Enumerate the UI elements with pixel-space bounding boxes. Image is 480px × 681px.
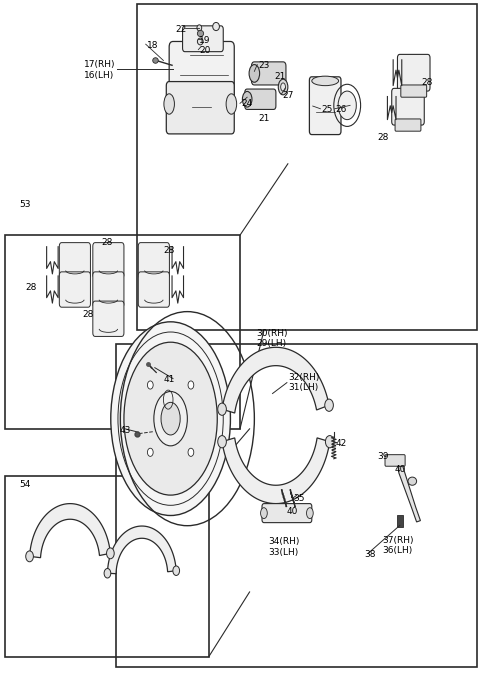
Bar: [116, 344, 477, 667]
Polygon shape: [222, 438, 330, 504]
Text: 53: 53: [19, 200, 30, 209]
Text: 21: 21: [258, 114, 270, 123]
FancyBboxPatch shape: [93, 272, 124, 307]
FancyBboxPatch shape: [93, 301, 124, 336]
Ellipse shape: [26, 551, 34, 562]
Text: 21: 21: [275, 72, 286, 80]
Text: 25: 25: [322, 105, 333, 114]
Ellipse shape: [325, 399, 334, 411]
Text: 28: 28: [163, 247, 175, 255]
Ellipse shape: [188, 448, 194, 456]
Ellipse shape: [218, 436, 227, 448]
Text: 28: 28: [25, 283, 37, 292]
Text: 30(RH)
29(LH): 30(RH) 29(LH): [257, 329, 288, 348]
Bar: [5, 235, 240, 429]
Ellipse shape: [147, 448, 153, 456]
Ellipse shape: [188, 381, 194, 389]
Polygon shape: [222, 347, 329, 413]
Ellipse shape: [173, 566, 180, 575]
Polygon shape: [30, 504, 110, 558]
Bar: [137, 4, 477, 330]
Text: 27: 27: [282, 91, 293, 100]
Ellipse shape: [197, 25, 202, 31]
Text: 42: 42: [336, 439, 347, 448]
Polygon shape: [108, 526, 176, 573]
Ellipse shape: [104, 569, 111, 578]
FancyBboxPatch shape: [182, 26, 223, 52]
Ellipse shape: [147, 381, 153, 389]
FancyBboxPatch shape: [262, 504, 312, 522]
Text: 28: 28: [101, 238, 113, 247]
Text: 32(RH)
31(LH): 32(RH) 31(LH): [288, 373, 319, 392]
FancyBboxPatch shape: [252, 62, 286, 85]
Ellipse shape: [161, 402, 180, 435]
Ellipse shape: [107, 548, 114, 559]
Ellipse shape: [312, 76, 338, 86]
FancyBboxPatch shape: [385, 455, 405, 466]
Text: 40: 40: [287, 507, 298, 516]
Ellipse shape: [408, 477, 417, 486]
Ellipse shape: [111, 322, 230, 516]
Ellipse shape: [242, 91, 252, 107]
Ellipse shape: [226, 94, 237, 114]
Ellipse shape: [154, 392, 187, 446]
Text: 43: 43: [120, 426, 131, 434]
Text: 37(RH)
36(LH): 37(RH) 36(LH): [383, 536, 414, 556]
FancyBboxPatch shape: [166, 82, 234, 134]
FancyBboxPatch shape: [401, 85, 427, 97]
FancyBboxPatch shape: [245, 89, 276, 110]
Text: 22: 22: [175, 25, 187, 34]
FancyBboxPatch shape: [395, 119, 421, 131]
Text: 28: 28: [421, 78, 432, 86]
FancyBboxPatch shape: [310, 77, 341, 135]
Ellipse shape: [261, 507, 267, 518]
Ellipse shape: [164, 94, 174, 114]
FancyBboxPatch shape: [60, 242, 90, 278]
Text: 17(RH)
16(LH): 17(RH) 16(LH): [84, 61, 116, 80]
Text: 28: 28: [82, 310, 94, 319]
Ellipse shape: [325, 436, 334, 448]
FancyBboxPatch shape: [138, 272, 169, 307]
FancyBboxPatch shape: [392, 89, 424, 125]
Text: 34(RH)
33(LH): 34(RH) 33(LH): [269, 537, 300, 557]
Text: 54: 54: [19, 480, 30, 489]
Ellipse shape: [338, 91, 356, 120]
Text: 38: 38: [364, 550, 376, 559]
Text: 20: 20: [199, 46, 211, 55]
Text: 28: 28: [378, 133, 389, 142]
Text: 23: 23: [258, 61, 270, 69]
Polygon shape: [398, 466, 420, 522]
Ellipse shape: [278, 79, 288, 95]
Text: 19: 19: [199, 35, 211, 45]
Bar: [397, 515, 403, 527]
FancyBboxPatch shape: [138, 242, 169, 278]
Bar: [5, 477, 209, 656]
Text: 40: 40: [394, 465, 406, 474]
Ellipse shape: [213, 22, 219, 31]
Text: 35: 35: [294, 494, 305, 503]
Text: 26: 26: [336, 105, 347, 114]
Ellipse shape: [249, 65, 260, 82]
Ellipse shape: [281, 83, 286, 91]
Ellipse shape: [218, 403, 227, 415]
FancyBboxPatch shape: [93, 242, 124, 278]
FancyBboxPatch shape: [397, 54, 430, 91]
FancyBboxPatch shape: [169, 42, 234, 100]
Text: 41: 41: [163, 375, 175, 383]
Ellipse shape: [197, 38, 203, 45]
Ellipse shape: [124, 342, 217, 495]
FancyBboxPatch shape: [60, 272, 90, 307]
Text: 24: 24: [241, 99, 252, 108]
Text: 18: 18: [147, 41, 158, 50]
Ellipse shape: [307, 507, 313, 518]
Text: 39: 39: [377, 452, 388, 460]
